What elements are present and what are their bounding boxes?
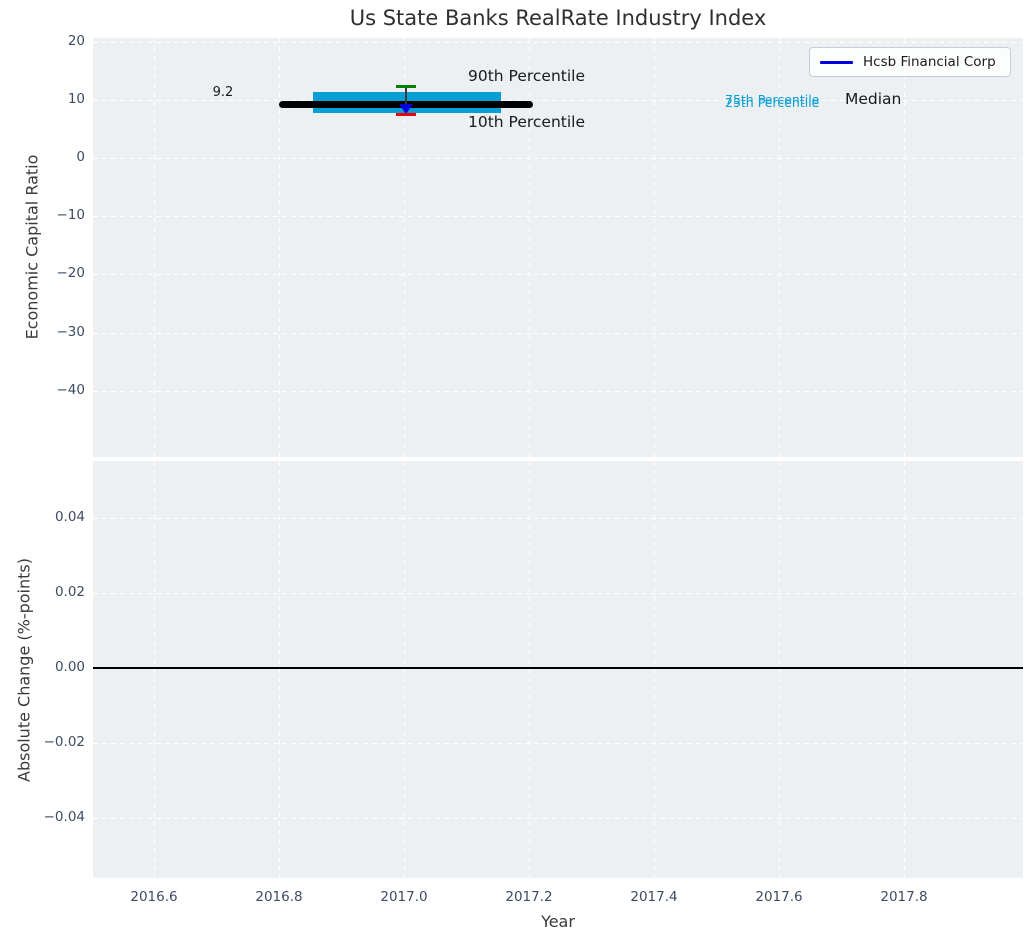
gridline-h	[93, 391, 1023, 392]
gridline-h	[93, 333, 1023, 334]
gridline-v	[154, 461, 155, 878]
ytick: −0.04	[43, 809, 85, 825]
whisker-cap-90th	[396, 85, 416, 88]
x-axis-label: Year	[541, 912, 575, 931]
ytick: 0.00	[54, 659, 85, 675]
gridline-h	[93, 818, 1023, 819]
gridline-v	[779, 38, 780, 457]
bottom-plot-area	[93, 461, 1023, 878]
whisker-line	[405, 86, 407, 115]
annotation-75th-percentile: 75th Percentile	[725, 92, 820, 107]
gridline-v	[279, 461, 280, 878]
ytick: 0	[76, 149, 85, 165]
gridline-v	[279, 38, 280, 457]
gridline-v	[654, 38, 655, 457]
gridline-h	[93, 216, 1023, 217]
gridline-h	[93, 100, 1023, 101]
company-marker-icon	[399, 104, 413, 114]
y-axis-label-top: Economic Capital Ratio	[22, 154, 42, 340]
gridline-v	[154, 38, 155, 457]
legend: Hcsb Financial Corp	[809, 47, 1011, 77]
gridline-h	[93, 42, 1023, 43]
gridline-v	[529, 461, 530, 878]
xtick: 2016.8	[255, 889, 303, 905]
annotation-90th-percentile: 90th Percentile	[468, 67, 586, 85]
xtick: 2017.6	[755, 889, 803, 905]
y-axis-label-bottom: Absolute Change (%-points)	[14, 558, 34, 782]
gridline-h	[93, 743, 1023, 744]
xtick: 2017.2	[505, 889, 553, 905]
legend-line-icon	[820, 60, 853, 64]
xtick: 2017.0	[380, 889, 428, 905]
ytick: 10	[67, 91, 85, 107]
ytick: −0.02	[43, 734, 85, 750]
gridline-v	[904, 461, 905, 878]
gridline-h	[93, 593, 1023, 594]
gridline-v	[654, 461, 655, 878]
xtick: 2017.4	[630, 889, 678, 905]
whisker-cap-10th	[396, 113, 416, 116]
annotation-median: Median	[845, 90, 902, 108]
gridline-v	[404, 38, 405, 457]
annotation-25th-percentile: 25th Percentile	[725, 95, 820, 110]
gridline-v	[404, 461, 405, 878]
ytick: 0.04	[54, 509, 85, 525]
xtick: 2017.8	[880, 889, 928, 905]
gridline-h	[93, 158, 1023, 159]
chart-title: Us State Banks RealRate Industry Index	[349, 6, 767, 30]
legend-label: Hcsb Financial Corp	[863, 54, 996, 70]
gridline-h	[93, 518, 1023, 519]
median-value-label: 9.2	[212, 85, 234, 100]
ytick: −20	[56, 265, 86, 281]
ytick: −30	[56, 324, 86, 340]
annotation-10th-percentile: 10th Percentile	[468, 113, 586, 131]
top-plot-area: 9.2 90th Percentile 10th Percentile 75th…	[93, 38, 1023, 457]
ytick: 0.02	[54, 584, 85, 600]
xtick: 2016.6	[130, 889, 178, 905]
gridline-v	[529, 38, 530, 457]
gridline-h	[93, 274, 1023, 275]
gridline-v	[904, 38, 905, 457]
gridline-v	[779, 461, 780, 878]
ytick: −10	[56, 207, 86, 223]
ytick: −40	[56, 382, 86, 398]
zero-line	[93, 667, 1023, 669]
ytick: 20	[67, 33, 85, 49]
